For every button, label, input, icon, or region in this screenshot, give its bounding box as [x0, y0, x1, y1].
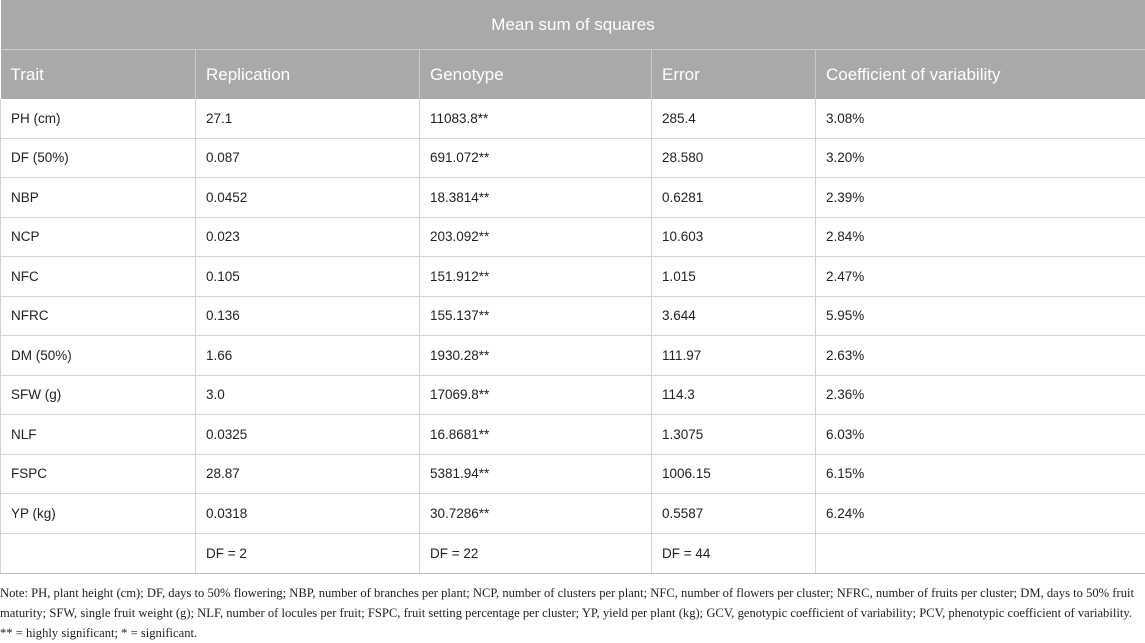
degrees-of-freedom-row: DF = 2 DF = 22 DF = 44	[1, 533, 1145, 573]
table-caption-row: Mean sum of squares	[1, 0, 1145, 50]
table-row: NFC 0.105 151.912** 1.015 2.47%	[1, 257, 1145, 297]
table-body: PH (cm) 27.1 11083.8** 285.4 3.08% DF (5…	[1, 99, 1145, 573]
table-row: NBP 0.0452 18.3814** 0.6281 2.39%	[1, 178, 1145, 218]
cell-error: 111.97	[652, 336, 816, 376]
cell-genotype: 1930.28**	[420, 336, 652, 376]
cell-replication: 0.0325	[196, 415, 420, 455]
cell-cv: 6.24%	[816, 494, 1145, 534]
table-header-row: Trait Replication Genotype Error Coeffic…	[1, 50, 1145, 100]
cell-genotype: 30.7286**	[420, 494, 652, 534]
cell-df-genotype: DF = 22	[420, 533, 652, 573]
cell-replication: 0.136	[196, 296, 420, 336]
cell-genotype: 5381.94**	[420, 454, 652, 494]
cell-replication: 0.0452	[196, 178, 420, 218]
cell-error: 285.4	[652, 99, 816, 138]
header-error: Error	[652, 50, 816, 100]
table-footnote: Note: PH, plant height (cm); DF, days to…	[0, 574, 1145, 643]
cell-error: 3.644	[652, 296, 816, 336]
cell-df-error: DF = 44	[652, 533, 816, 573]
cell-replication: 3.0	[196, 375, 420, 415]
cell-df-trait	[1, 533, 196, 573]
cell-trait: NBP	[1, 178, 196, 218]
cell-trait: DF (50%)	[1, 138, 196, 178]
table-row: FSPC 28.87 5381.94** 1006.15 6.15%	[1, 454, 1145, 494]
cell-error: 0.5587	[652, 494, 816, 534]
header-replication: Replication	[196, 50, 420, 100]
cell-error: 114.3	[652, 375, 816, 415]
cell-trait: NFC	[1, 257, 196, 297]
cell-df-replication: DF = 2	[196, 533, 420, 573]
table-row: DM (50%) 1.66 1930.28** 111.97 2.63%	[1, 336, 1145, 376]
cell-replication: 28.87	[196, 454, 420, 494]
cell-trait: NFRC	[1, 296, 196, 336]
table-row: NFRC 0.136 155.137** 3.644 5.95%	[1, 296, 1145, 336]
cell-trait: PH (cm)	[1, 99, 196, 138]
anova-table: Mean sum of squares Trait Replication Ge…	[0, 0, 1145, 574]
cell-genotype: 151.912**	[420, 257, 652, 297]
cell-genotype: 691.072**	[420, 138, 652, 178]
cell-genotype: 16.8681**	[420, 415, 652, 455]
cell-cv: 2.39%	[816, 178, 1145, 218]
cell-genotype: 18.3814**	[420, 178, 652, 218]
table-row: NCP 0.023 203.092** 10.603 2.84%	[1, 217, 1145, 257]
table-row: PH (cm) 27.1 11083.8** 285.4 3.08%	[1, 99, 1145, 138]
cell-replication: 0.105	[196, 257, 420, 297]
cell-replication: 0.087	[196, 138, 420, 178]
cell-trait: SFW (g)	[1, 375, 196, 415]
table-caption: Mean sum of squares	[1, 0, 1145, 50]
cell-trait: DM (50%)	[1, 336, 196, 376]
cell-error: 0.6281	[652, 178, 816, 218]
cell-cv: 2.36%	[816, 375, 1145, 415]
cell-cv: 3.20%	[816, 138, 1145, 178]
cell-genotype: 203.092**	[420, 217, 652, 257]
cell-trait: FSPC	[1, 454, 196, 494]
cell-error: 1.3075	[652, 415, 816, 455]
cell-genotype: 17069.8**	[420, 375, 652, 415]
header-coefficient-of-variability: Coefficient of variability	[816, 50, 1145, 100]
cell-replication: 0.023	[196, 217, 420, 257]
cell-cv: 6.03%	[816, 415, 1145, 455]
cell-trait: NCP	[1, 217, 196, 257]
cell-error: 1.015	[652, 257, 816, 297]
cell-cv: 2.47%	[816, 257, 1145, 297]
cell-cv: 2.84%	[816, 217, 1145, 257]
header-genotype: Genotype	[420, 50, 652, 100]
cell-error: 1006.15	[652, 454, 816, 494]
cell-genotype: 155.137**	[420, 296, 652, 336]
cell-error: 28.580	[652, 138, 816, 178]
cell-cv: 3.08%	[816, 99, 1145, 138]
table-row: DF (50%) 0.087 691.072** 28.580 3.20%	[1, 138, 1145, 178]
cell-replication: 1.66	[196, 336, 420, 376]
cell-cv: 2.63%	[816, 336, 1145, 376]
cell-cv: 5.95%	[816, 296, 1145, 336]
cell-cv: 6.15%	[816, 454, 1145, 494]
cell-trait: NLF	[1, 415, 196, 455]
cell-error: 10.603	[652, 217, 816, 257]
cell-replication: 0.0318	[196, 494, 420, 534]
table-row: SFW (g) 3.0 17069.8** 114.3 2.36%	[1, 375, 1145, 415]
cell-genotype: 11083.8**	[420, 99, 652, 138]
cell-replication: 27.1	[196, 99, 420, 138]
cell-df-cv	[816, 533, 1145, 573]
header-trait: Trait	[1, 50, 196, 100]
table-row: NLF 0.0325 16.8681** 1.3075 6.03%	[1, 415, 1145, 455]
cell-trait: YP (kg)	[1, 494, 196, 534]
table-row: YP (kg) 0.0318 30.7286** 0.5587 6.24%	[1, 494, 1145, 534]
